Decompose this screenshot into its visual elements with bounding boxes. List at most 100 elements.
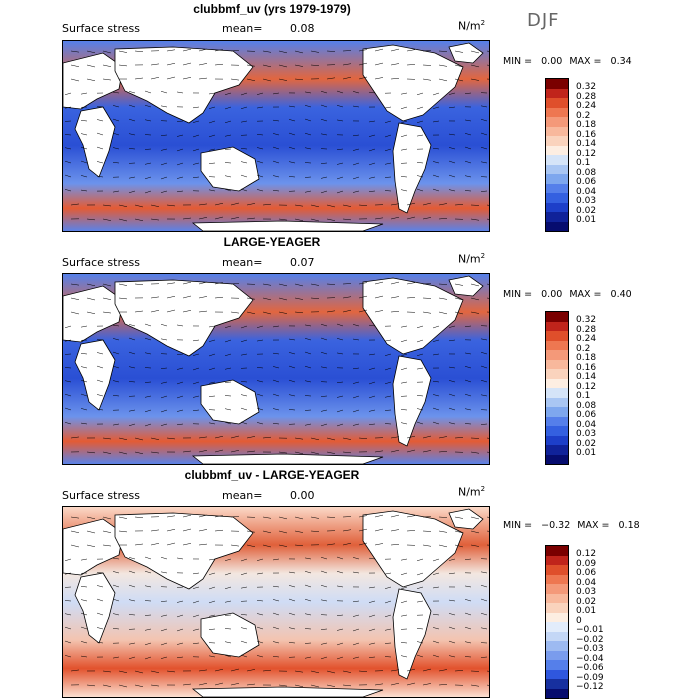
wind-vector	[352, 338, 360, 341]
colorbar-ticks: 0.32 0.28 0.24 0.2 0.18 0.16 0.14 0.12 0.1 0.08 0.…	[576, 315, 597, 459]
wind-vector	[486, 451, 489, 453]
wind-vector	[390, 311, 400, 313]
wind-vector	[144, 352, 152, 355]
wind-vector	[342, 204, 352, 207]
wind-vector	[294, 544, 304, 547]
wind-vector	[144, 90, 152, 94]
wind-vector	[176, 423, 184, 426]
wind-vector	[470, 544, 480, 547]
wind-vector	[208, 381, 216, 384]
wind-vector	[438, 78, 448, 82]
colorbar-tick-label: 0.2	[576, 110, 591, 121]
wind-vector	[464, 119, 472, 122]
wind-vector	[320, 599, 328, 602]
wind-vector	[272, 558, 280, 561]
wind-vector	[64, 407, 72, 411]
wind-vector	[326, 77, 336, 80]
wind-vector	[326, 684, 336, 687]
wind-vector	[70, 544, 80, 548]
wind-vector	[176, 324, 184, 327]
wind-vector	[368, 91, 376, 94]
wind-vector	[486, 283, 489, 285]
wind-vector	[150, 218, 160, 221]
wind-vector	[230, 50, 240, 52]
wind-vector	[208, 600, 216, 604]
wind-vector	[384, 586, 392, 589]
wind-vector	[406, 297, 416, 299]
wind-vector	[374, 48, 384, 52]
wind-vector	[342, 684, 352, 687]
wind-vector	[208, 395, 216, 397]
wind-vector	[278, 451, 288, 454]
wind-vector	[64, 558, 72, 562]
wind-vector	[166, 670, 176, 673]
wind-vector	[256, 407, 264, 411]
colorbar-swatch	[546, 416, 568, 426]
wind-vector	[214, 216, 224, 220]
wind-vector	[86, 78, 96, 82]
wind-vector	[438, 311, 448, 315]
colorbar	[545, 545, 569, 699]
wind-vector	[272, 393, 280, 397]
wind-vector	[288, 585, 296, 588]
map-panel	[62, 506, 490, 698]
wind-vector	[294, 78, 304, 81]
wind-vector	[480, 132, 488, 136]
colorbar-tick-label: 0.03	[576, 587, 597, 597]
wind-vector	[272, 175, 280, 178]
colorbar-tick-label: 0.32	[576, 315, 597, 325]
colorbar-tick-label: 0.2	[576, 343, 591, 354]
wind-vector	[304, 365, 312, 369]
wind-vector	[182, 450, 192, 453]
wind-vector	[390, 449, 400, 453]
wind-vector	[160, 381, 168, 384]
wind-vector	[470, 516, 480, 520]
wind-vector	[128, 190, 136, 194]
wind-vector	[86, 218, 96, 221]
wind-vector	[422, 683, 432, 686]
wind-vector	[176, 656, 184, 659]
wind-vector	[182, 62, 192, 66]
wind-vector	[416, 641, 424, 644]
wind-vector	[96, 408, 104, 411]
wind-vector	[352, 190, 360, 193]
units-text: N/m	[458, 252, 481, 266]
wind-vector	[256, 393, 264, 397]
wind-vector	[368, 162, 376, 166]
wind-vector	[96, 132, 104, 136]
land-outline	[362, 510, 464, 588]
wind-vector	[438, 544, 448, 548]
wind-vector	[150, 296, 160, 299]
map-svg	[63, 41, 489, 231]
wind-vector	[400, 642, 408, 644]
land-outline	[448, 508, 484, 530]
min-max-readout: MIN = 0.00 MAX = 0.40	[503, 289, 632, 300]
wind-vector	[272, 379, 280, 383]
wind-vector	[438, 436, 448, 439]
wind-vector	[192, 586, 200, 589]
wind-vector	[128, 656, 136, 660]
wind-vector	[304, 598, 312, 602]
wind-vector	[64, 640, 72, 644]
wind-vector	[464, 641, 472, 644]
wind-vector	[192, 381, 200, 385]
wind-vector	[416, 106, 424, 110]
wind-vector	[464, 92, 472, 94]
wind-vector	[192, 353, 200, 356]
wind-vector	[416, 558, 424, 562]
wind-vector	[144, 585, 152, 588]
wind-vector	[102, 451, 112, 454]
wind-vector	[432, 92, 440, 96]
wind-vector	[64, 572, 72, 575]
wind-vector	[182, 281, 192, 285]
wind-vector	[374, 683, 384, 686]
wind-vector	[192, 148, 200, 152]
wind-vector	[358, 204, 368, 206]
wind-vector	[166, 528, 176, 532]
wind-vector	[208, 614, 216, 617]
wind-vector	[422, 450, 432, 453]
wind-vector	[128, 599, 136, 602]
wind-vector	[320, 570, 328, 574]
wind-vector	[384, 339, 392, 342]
wind-vector	[256, 147, 264, 150]
